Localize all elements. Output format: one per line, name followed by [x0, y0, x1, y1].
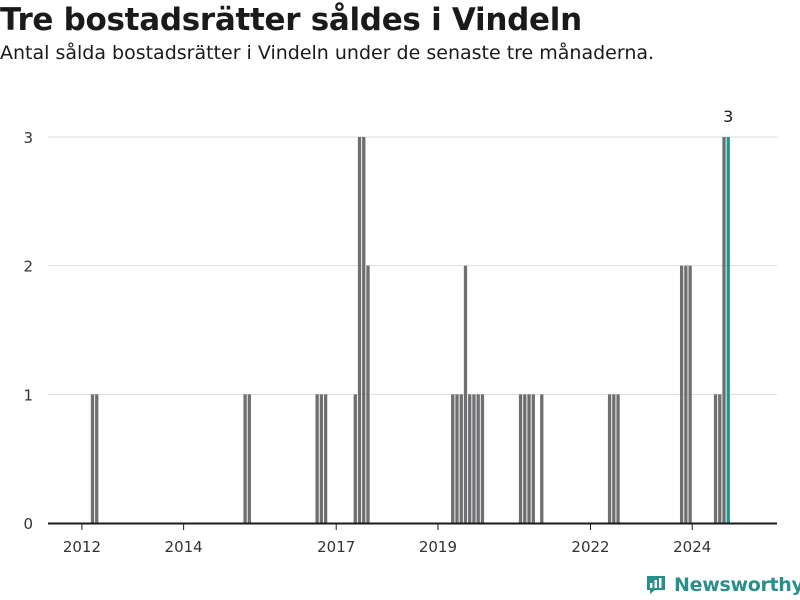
- bar: [366, 265, 370, 523]
- bar: [476, 394, 480, 523]
- bar: [607, 394, 612, 523]
- y-tick-labels: 0 1 2 3: [23, 129, 33, 533]
- bar: [319, 394, 324, 523]
- bar: [357, 137, 362, 523]
- data-labels: 3: [723, 107, 733, 126]
- bar: [90, 394, 95, 523]
- x-tick-label: 2019: [419, 538, 457, 556]
- bar: [323, 394, 328, 523]
- y-tick-label: 2: [23, 258, 33, 276]
- y-tick-label: 3: [23, 129, 33, 147]
- bar: [455, 394, 459, 523]
- bar: [243, 394, 247, 523]
- brand[interactable]: Newsworthy: [645, 571, 800, 599]
- bar: [463, 265, 468, 523]
- bar: [531, 394, 535, 523]
- y-tick-label: 0: [23, 515, 33, 533]
- data-label: 3: [723, 107, 733, 126]
- bar: [472, 394, 476, 523]
- bar: [527, 394, 531, 523]
- bar: [480, 394, 485, 523]
- bar: [688, 265, 692, 523]
- bar: [616, 394, 620, 523]
- bar: [523, 394, 527, 523]
- bar: [679, 265, 684, 523]
- bar-highlighted: [726, 137, 730, 523]
- bar: [315, 394, 319, 523]
- bar: [540, 394, 544, 523]
- newsworthy-logo-icon: [647, 576, 665, 594]
- bar: [468, 394, 472, 523]
- bar: [684, 265, 688, 523]
- bar: [718, 394, 722, 523]
- brand-name: Newsworthy: [674, 574, 800, 596]
- bar: [722, 137, 726, 523]
- bar: [518, 394, 523, 523]
- x-tick-label: 2014: [165, 538, 203, 556]
- x-tick-labels: 2012 2014 2017 2019 2022 2024: [63, 524, 711, 556]
- y-tick-label: 1: [23, 386, 33, 404]
- bar: [612, 394, 616, 523]
- bar: [353, 394, 357, 523]
- bar: [95, 394, 99, 523]
- chart-title: Tre bostadsrätter såldes i Vindeln: [0, 2, 582, 38]
- bars: [90, 137, 730, 523]
- x-tick-label: 2012: [63, 538, 101, 556]
- bar: [459, 394, 463, 523]
- x-tick-label: 2022: [571, 538, 609, 556]
- x-tick-label: 2017: [317, 538, 355, 556]
- chart-subtitle: Antal sålda bostadsrätter i Vindeln unde…: [0, 42, 655, 64]
- x-tick-label: 2024: [673, 538, 711, 556]
- bar: [451, 394, 455, 523]
- bar: [247, 394, 251, 523]
- bar: [362, 137, 366, 523]
- gridlines: [48, 136, 777, 395]
- bar: [713, 394, 718, 523]
